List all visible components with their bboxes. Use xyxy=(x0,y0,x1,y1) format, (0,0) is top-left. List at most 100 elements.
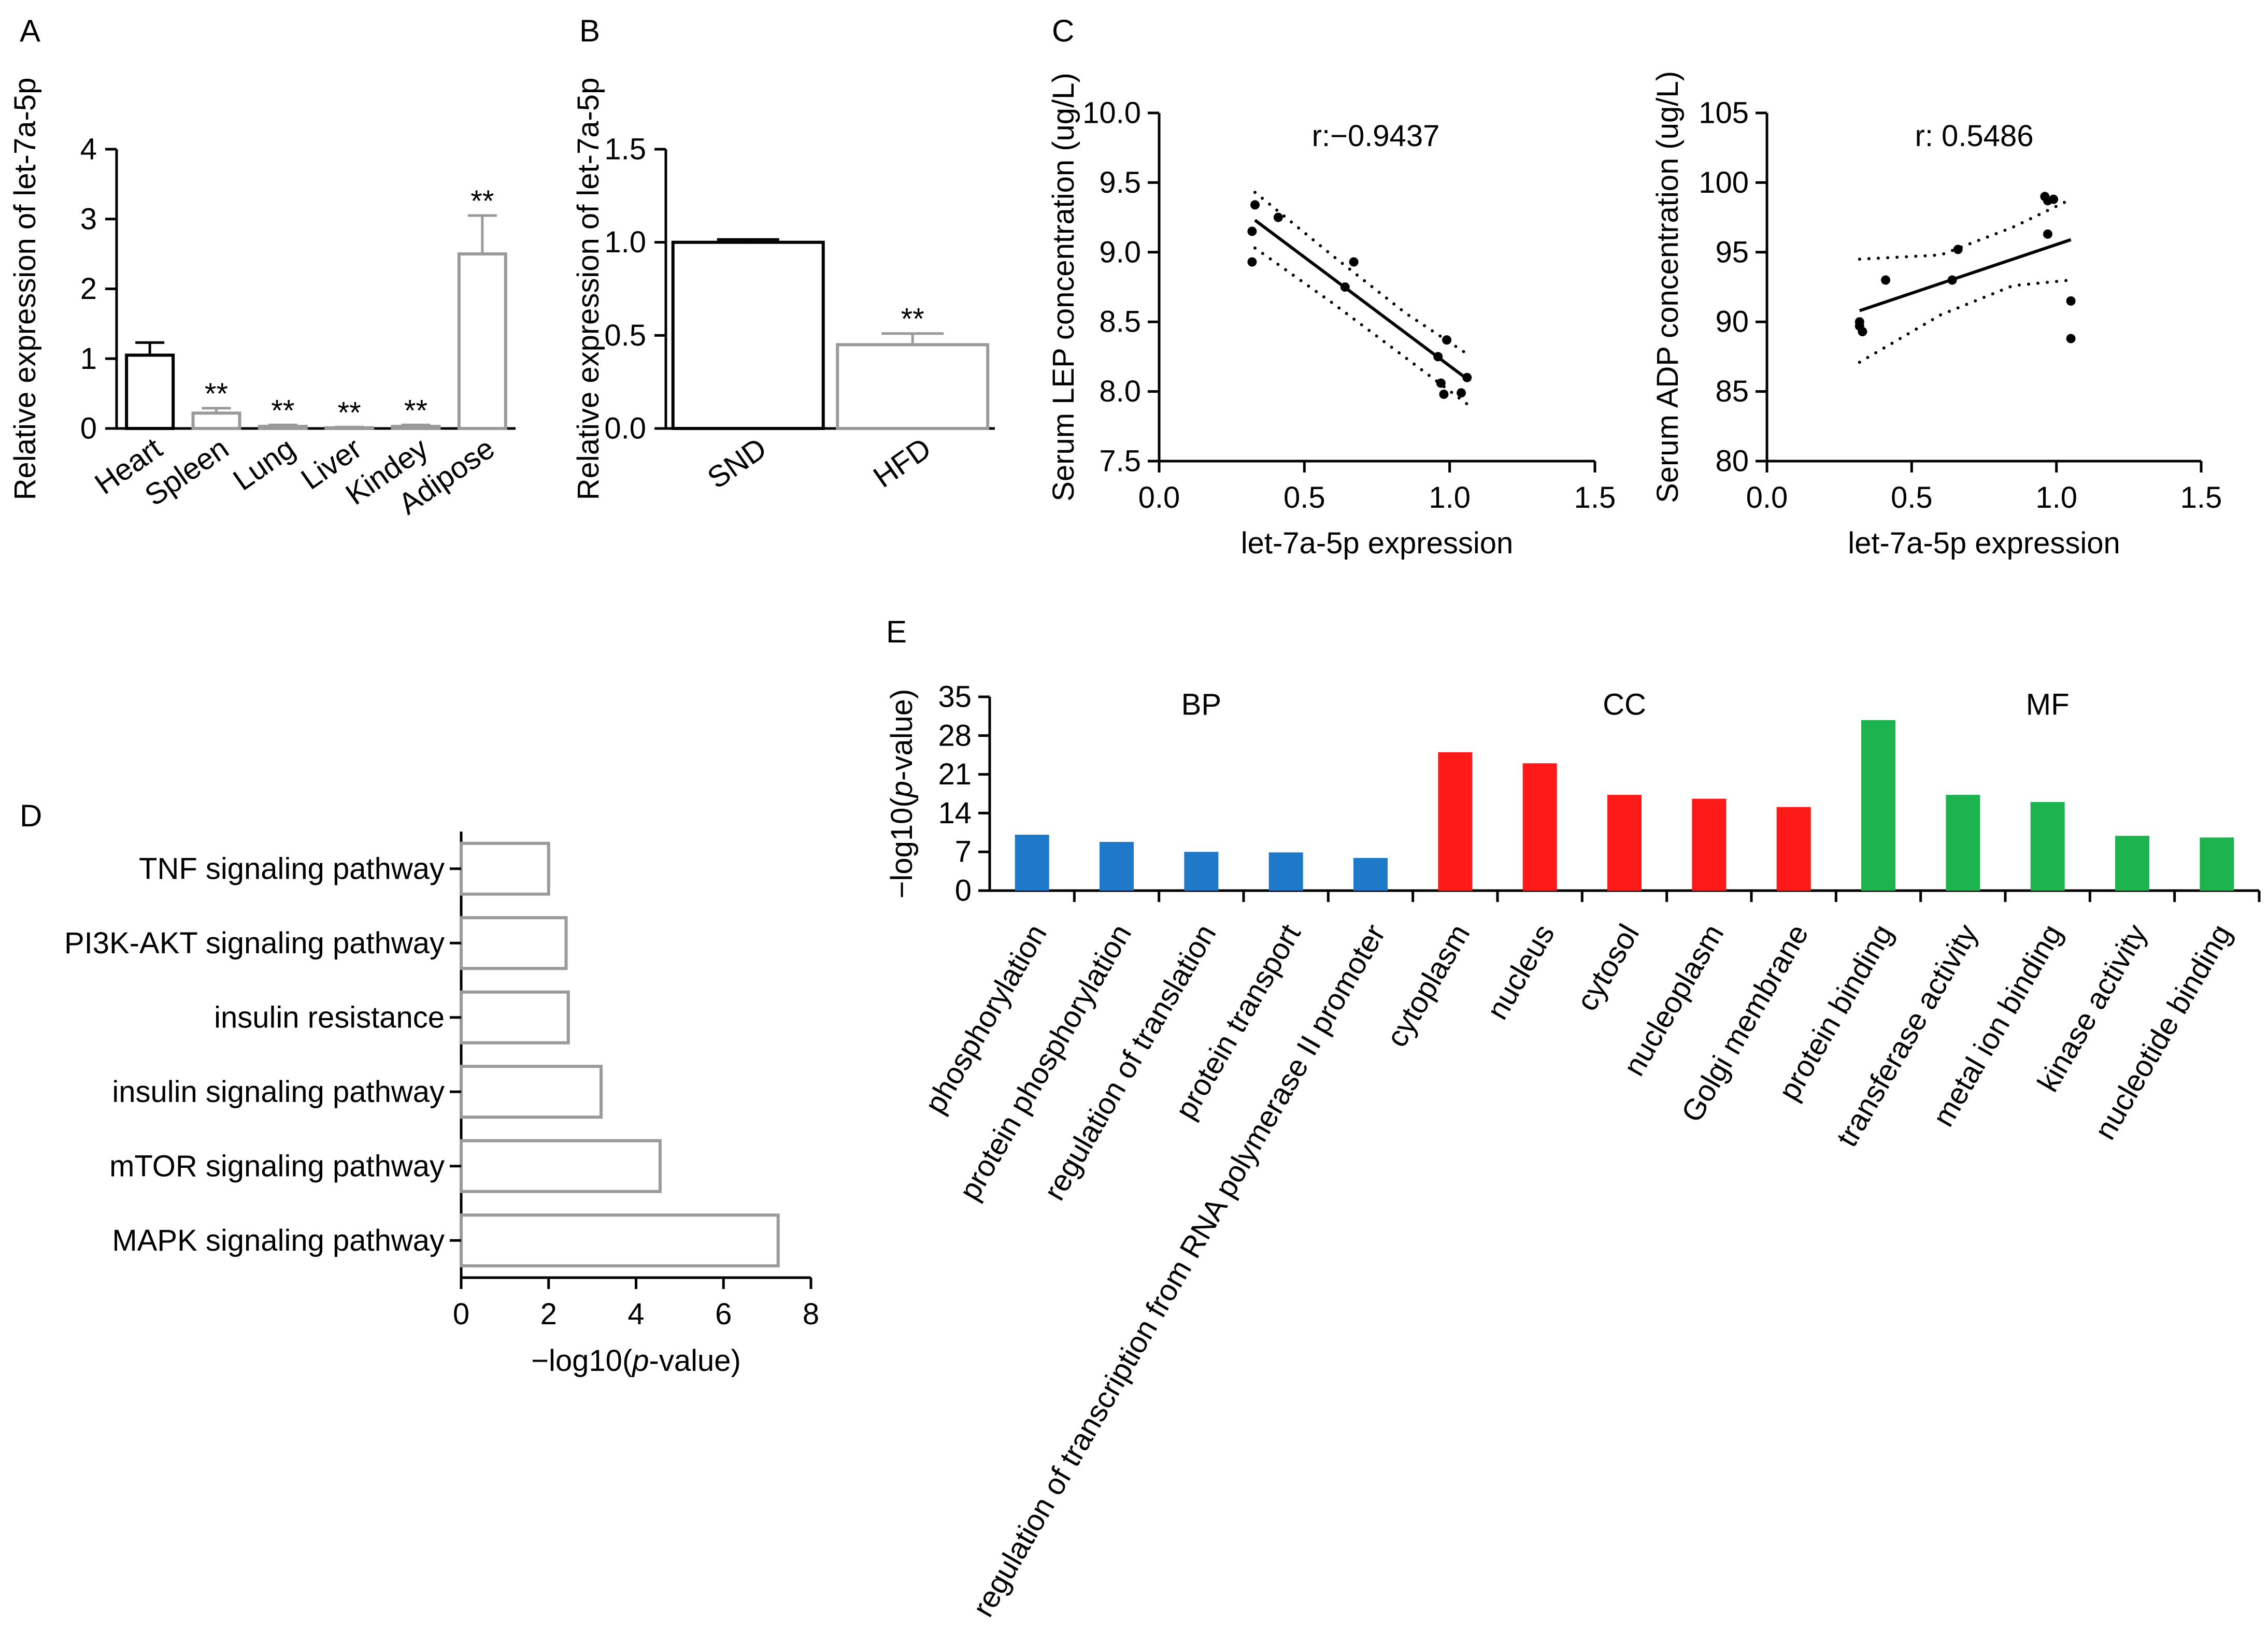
panel-c1-regression-line xyxy=(1254,219,1468,380)
panel-d-x-axis-label: −log10(p-value) xyxy=(531,1344,741,1378)
panel-c2-ci-lower-band xyxy=(1858,278,2073,364)
panel-d-x-tick-label: 6 xyxy=(715,1297,732,1331)
panel-e-bar xyxy=(2115,836,2149,891)
panel-c1-correlation-label: r:−0.9437 xyxy=(1312,119,1440,153)
panel-e-bar xyxy=(1861,720,1895,891)
panel-c2-x-tick-label: 1.0 xyxy=(2035,481,2077,514)
panel-c2-x-axis-label: let-7a-5p expression xyxy=(1848,526,2120,560)
panel-c1-data-point xyxy=(1247,226,1257,236)
panel-c1-data-point xyxy=(1457,388,1466,398)
panel-e-y-tick-label: 35 xyxy=(938,680,972,714)
panel-d-x-tick-label: 4 xyxy=(627,1297,644,1331)
panel-d-bar xyxy=(460,841,550,896)
panel-a-y-axis-label: Relative expression of let-7a-5p xyxy=(8,78,42,500)
panel-a-y-tick-label: 0 xyxy=(80,412,97,446)
panel-e-category-label: nucleus xyxy=(1480,919,1561,1025)
panel-e-y-tick-label: 28 xyxy=(938,719,972,752)
panel-e-category-label: cytoplasm xyxy=(1380,919,1477,1053)
panel-e-y-tick-label: 7 xyxy=(955,835,972,869)
panel-d-category-label: PI3K-AKT signaling pathway xyxy=(64,926,445,960)
panel-c1-data-point xyxy=(1436,378,1446,388)
panel-e-group-label-mf: MF xyxy=(2026,688,2070,722)
panel-c1-data-point xyxy=(1247,257,1257,267)
panel-e-bar xyxy=(1100,841,1134,891)
panel-d-category-label: insulin signaling pathway xyxy=(112,1075,445,1109)
panel-a-y-tick-label: 3 xyxy=(80,202,97,236)
panel-c2-correlation-label: r: 0.5486 xyxy=(1915,119,2034,153)
panel-c2-data-point xyxy=(1881,275,1891,285)
panel-e-bar xyxy=(1015,835,1049,891)
panel-d-bar xyxy=(460,1065,603,1119)
panel-c2-x-tick-label: 0.5 xyxy=(1891,481,1933,514)
panel-c2-y-tick-label: 95 xyxy=(1715,235,1749,269)
panel-d-bar xyxy=(460,916,568,970)
panel-d-category-label: TNF signaling pathway xyxy=(139,852,445,885)
panel-label-a: A xyxy=(20,13,40,48)
panel-e-bar xyxy=(1692,798,1727,891)
panel-label-b: B xyxy=(579,13,600,48)
panel-c2-data-point xyxy=(1858,327,1867,337)
panel-b-significance-stars: ** xyxy=(901,303,924,336)
panel-c1-data-point xyxy=(1442,335,1452,345)
panel-label-e: E xyxy=(886,614,907,649)
panel-b-y-tick-label: 0.0 xyxy=(604,412,646,446)
panel-c1-data-point xyxy=(1433,352,1443,362)
panel-b-category-label: HFD xyxy=(867,431,937,494)
panel-c2-regression-line xyxy=(1859,238,2072,312)
panel-d-bar xyxy=(460,990,570,1044)
panel-c2-y-tick-label: 100 xyxy=(1699,166,1749,199)
panel-c1-y-axis-label: Serum LEP concentration (ug/L) xyxy=(1047,73,1080,502)
panel-c1-data-point xyxy=(1349,257,1359,267)
panel-e-bar xyxy=(1522,763,1557,891)
panel-c2-y-tick-label: 105 xyxy=(1699,96,1749,130)
panel-c1-data-point xyxy=(1439,389,1449,399)
panel-c1-x-tick-label: 0.5 xyxy=(1283,481,1325,514)
panel-c1-data-point xyxy=(1250,200,1260,210)
panel-c2-y-tick-label: 90 xyxy=(1715,305,1749,339)
panel-d-x-tick-label: 8 xyxy=(803,1297,819,1331)
panel-e-y-tick-label: 21 xyxy=(938,757,972,791)
panel-b-y-axis-label: Relative expression of let-7a-5p xyxy=(572,78,605,500)
panel-b-bar xyxy=(836,343,990,430)
panel-c2-y-tick-label: 85 xyxy=(1715,375,1749,408)
panel-a-significance-stars: ** xyxy=(205,377,228,411)
panel-e-bar xyxy=(1353,857,1388,891)
panel-c1-y-tick-label: 7.5 xyxy=(1099,445,1141,478)
panel-c1-x-tick-label: 0.0 xyxy=(1138,481,1180,514)
panel-e-group-label-bp: BP xyxy=(1181,688,1221,722)
panel-c1-data-point xyxy=(1462,373,1472,382)
panel-b-y-tick-label: 1.0 xyxy=(604,225,646,259)
panel-c1-y-tick-label: 10.0 xyxy=(1082,96,1141,130)
panel-e-category-label: cytosol xyxy=(1570,919,1646,1017)
panel-d-bar xyxy=(460,1139,662,1193)
panel-c1-ci-lower-band xyxy=(1253,246,1469,406)
panel-d-category-label: MAPK signaling pathway xyxy=(112,1224,445,1257)
panel-c1-data-point xyxy=(1273,212,1283,222)
panel-e-bar xyxy=(1776,807,1811,891)
panel-e-bar xyxy=(1184,852,1219,891)
panel-e-bar xyxy=(1607,795,1642,891)
panel-a-significance-stars: ** xyxy=(338,396,361,430)
panel-c1-x-tick-label: 1.0 xyxy=(1429,481,1471,514)
panel-d-category-label: insulin resistance xyxy=(214,1000,445,1034)
panel-e-bar xyxy=(2030,802,2065,891)
panel-a-y-tick-label: 2 xyxy=(80,272,97,306)
panel-c2-data-point xyxy=(1953,245,1963,254)
panel-a-bar xyxy=(457,252,507,430)
panel-c2-data-point xyxy=(2049,194,2059,204)
panel-c1-x-axis-label: let-7a-5p expression xyxy=(1241,526,1514,560)
panel-e-bar xyxy=(1268,852,1303,891)
panel-c1-ci-upper-band xyxy=(1253,191,1469,356)
panel-c1-data-point xyxy=(1340,282,1350,292)
panel-b-y-tick-label: 0.5 xyxy=(604,319,646,352)
panel-e-group-label-cc: CC xyxy=(1603,688,1646,722)
panel-a-significance-stars: ** xyxy=(271,394,294,427)
panel-c2-y-axis-label: Serum ADP concentration (ug/L) xyxy=(1651,71,1685,503)
panel-a-bar xyxy=(125,353,175,431)
panel-d-category-label: mTOR signaling pathway xyxy=(109,1149,445,1183)
panel-b-category-label: SND xyxy=(702,431,773,495)
panel-c1-x-tick-label: 1.5 xyxy=(1574,481,1616,514)
panel-e-y-tick-label: 0 xyxy=(955,874,972,908)
panel-e-category-label: regulation of transcription from RNA pol… xyxy=(966,919,1392,1623)
